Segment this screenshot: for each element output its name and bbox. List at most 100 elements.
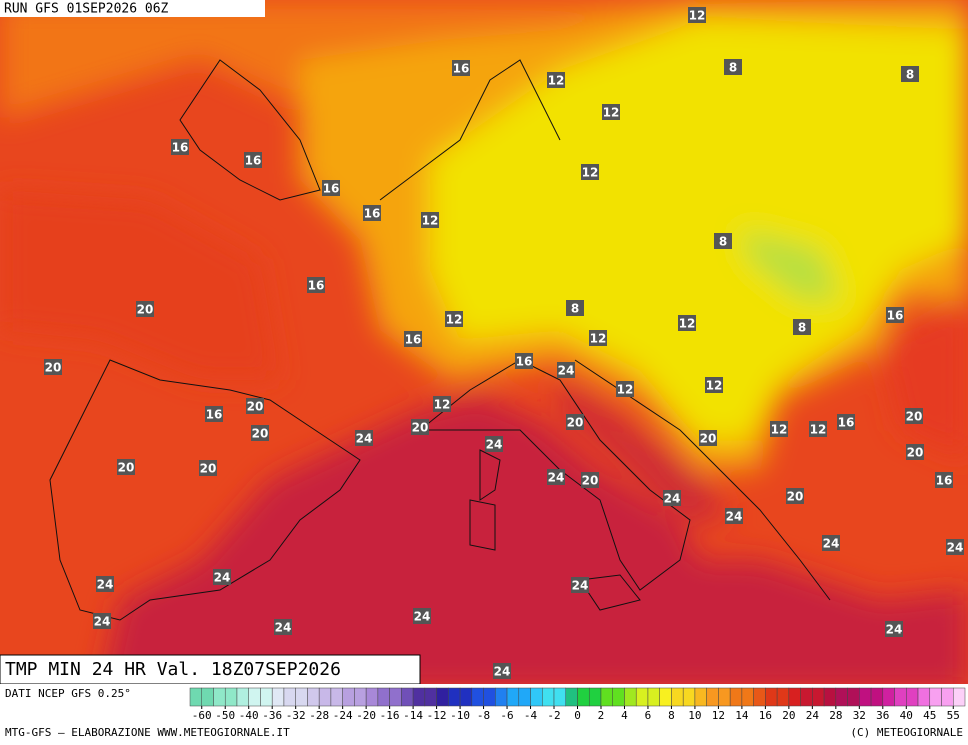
color-swatch (671, 687, 684, 707)
tick-label: 16 (759, 709, 772, 722)
tick-label: 4 (621, 709, 628, 722)
contour-labels: 12 16 12 8 8 12 16 16 16 12 16 12 8 16 20 8 12 12 8 16 16 12 2… (44, 7, 964, 679)
label-value: 8 (571, 302, 579, 316)
label-value: 12 (422, 214, 439, 228)
color-swatch (412, 687, 426, 707)
contour-label: 12 (602, 104, 620, 120)
run-label: RUN GFS 01SEP2026 06Z (4, 2, 169, 17)
color-swatch (718, 687, 731, 707)
color-swatch (354, 687, 367, 707)
label-value: 12 (582, 166, 599, 180)
color-swatch (753, 687, 766, 707)
label-box (307, 277, 325, 293)
tick-label: -10 (450, 709, 470, 722)
color-swatch (894, 687, 907, 707)
color-swatch (706, 687, 719, 707)
color-swatch (401, 687, 414, 707)
contour-label: 24 (485, 436, 503, 452)
contour-label: 20 (199, 460, 217, 476)
label-box (199, 460, 217, 476)
tick-label: -6 (500, 709, 513, 722)
contour-label: 20 (246, 398, 264, 414)
tick-label: 36 (876, 709, 889, 722)
color-swatch (377, 687, 390, 707)
label-value: 8 (719, 235, 727, 249)
label-box (452, 60, 470, 76)
color-swatch (365, 687, 379, 707)
tick-label: -40 (239, 709, 259, 722)
color-swatch (647, 687, 660, 707)
label-value: 8 (798, 321, 806, 335)
label-value: 24 (726, 510, 743, 524)
contour-label: 12 (433, 396, 451, 412)
contour-label: 16 (837, 414, 855, 430)
label-box (566, 300, 584, 316)
label-value: 20 (247, 400, 264, 414)
label-box (411, 419, 429, 435)
label-box (770, 421, 788, 437)
label-box (822, 535, 840, 551)
label-box (616, 381, 634, 397)
contour-label: 16 (171, 139, 189, 155)
tick-label: -8 (477, 709, 490, 722)
contour-label: 20 (906, 444, 924, 460)
label-box (571, 577, 589, 593)
label-value: 20 (787, 490, 804, 504)
contour-label: 24 (274, 619, 292, 635)
color-swatch (682, 687, 696, 707)
color-swatch (612, 687, 625, 707)
label-box (445, 311, 463, 327)
contour-label: 24 (493, 663, 511, 679)
color-swatch (917, 687, 931, 707)
contour-label: 20 (411, 419, 429, 435)
label-box (93, 613, 111, 629)
label-box (274, 619, 292, 635)
tick-label: -50 (215, 709, 235, 722)
label-value: 24 (97, 578, 114, 592)
contour-label: 24 (557, 362, 575, 378)
copyright: (C) METEOGIORNALE (850, 726, 963, 739)
color-swatch (213, 687, 226, 707)
label-box (413, 608, 431, 624)
tick-label: 14 (735, 709, 749, 722)
label-box (786, 488, 804, 504)
tick-label: 20 (782, 709, 795, 722)
color-swatch (788, 687, 801, 707)
tick-label: 2 (598, 709, 605, 722)
contour-label: 8 (793, 319, 811, 335)
color-swatch (812, 687, 825, 707)
color-swatch (295, 687, 308, 707)
tick-label: -14 (403, 709, 423, 722)
label-box (244, 152, 262, 168)
label-value: 12 (548, 74, 565, 88)
tick-label: 12 (712, 709, 725, 722)
label-box (678, 315, 696, 331)
label-value: 24 (414, 610, 431, 624)
tick-label: 55 (947, 709, 960, 722)
contour-label: 12 (421, 212, 439, 228)
label-value: 12 (706, 379, 723, 393)
label-value: 12 (590, 332, 607, 346)
contour-label: 24 (93, 613, 111, 629)
tick-label: -4 (524, 709, 538, 722)
label-box (589, 330, 607, 346)
color-swatch (189, 687, 202, 707)
tick-label: 8 (668, 709, 675, 722)
color-swatch (835, 687, 848, 707)
label-value: 20 (45, 361, 62, 375)
contour-label: 24 (725, 508, 743, 524)
label-value: 24 (558, 364, 575, 378)
contour-label: 16 (205, 406, 223, 422)
label-box (581, 472, 599, 488)
color-swatch (518, 687, 531, 707)
map-title: TMP MIN 24 HR Val. 18Z07SEP2026 (5, 659, 341, 680)
color-swatch (283, 687, 296, 707)
contour-label: 20 (566, 414, 584, 430)
color-swatch (330, 687, 343, 707)
color-swatch (906, 687, 919, 707)
label-box (793, 319, 811, 335)
color-swatch (530, 687, 543, 707)
label-box (171, 139, 189, 155)
label-box (547, 469, 565, 485)
